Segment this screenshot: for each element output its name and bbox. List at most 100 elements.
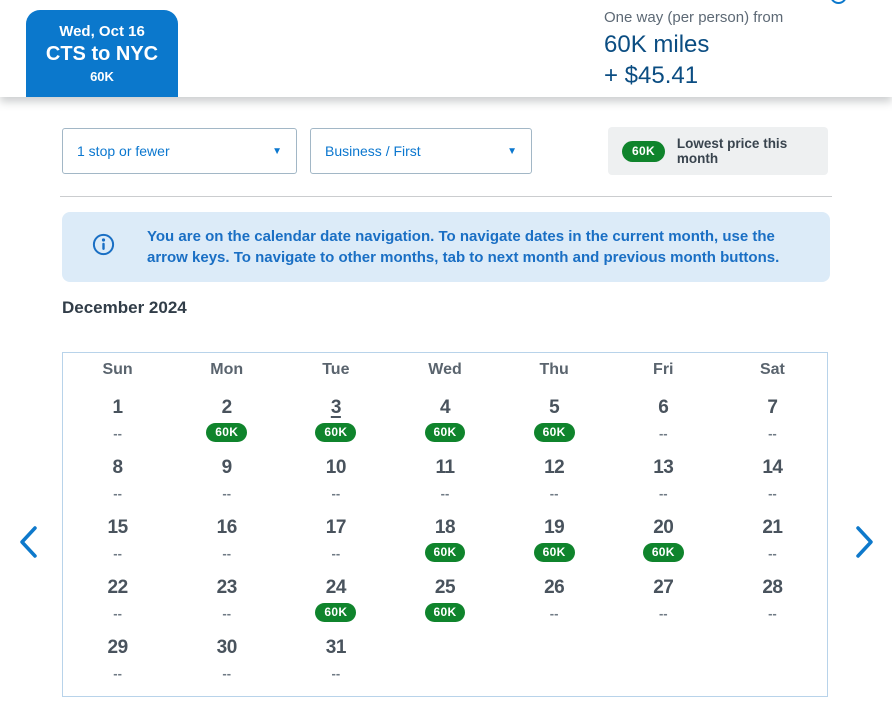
- previous-month-button[interactable]: [16, 524, 40, 563]
- calendar-day-cell[interactable]: 19 60K: [500, 515, 609, 575]
- calendar-day-cell[interactable]: 24 60K: [281, 575, 390, 635]
- calendar-day-cell[interactable]: 14 --: [718, 455, 827, 515]
- award-price-badge: 60K: [206, 423, 248, 442]
- day-number: 16: [216, 517, 238, 538]
- legend-label: Lowest price this month: [676, 136, 788, 166]
- day-number: 9: [221, 457, 233, 478]
- no-award-dash: --: [113, 546, 122, 561]
- calendar-day-cell[interactable]: 15 --: [63, 515, 172, 575]
- calendar-day-cell[interactable]: 7 --: [718, 395, 827, 455]
- day-number: 2: [221, 397, 233, 418]
- price-summary-fees: + $45.41: [604, 62, 699, 89]
- calendar-day-cell[interactable]: 25 60K: [390, 575, 499, 635]
- calendar-day-cell[interactable]: 28 --: [718, 575, 827, 635]
- calendar-day-cell[interactable]: 26 --: [500, 575, 609, 635]
- calendar-day-cell[interactable]: 9 --: [172, 455, 281, 515]
- no-award-dash: --: [658, 486, 668, 501]
- calendar-day-cell[interactable]: 5 60K: [500, 395, 609, 455]
- weekday-label: Fri: [653, 361, 674, 378]
- day-number: 13: [653, 457, 674, 478]
- legend: 60K Lowest price this month: [608, 127, 828, 175]
- day-number: 12: [544, 457, 565, 478]
- month-title: December 2024: [62, 298, 187, 317]
- weekday-label: Thu: [539, 361, 569, 378]
- price-summary-miles: 60K miles: [604, 31, 710, 58]
- day-number: 26: [544, 577, 565, 598]
- clipped-circle-icon: [830, 0, 847, 4]
- day-number: 30: [216, 637, 238, 658]
- calendar-day-cell[interactable]: 17 --: [281, 515, 390, 575]
- award-price-badge: 60K: [424, 423, 466, 442]
- day-number: 11: [435, 457, 455, 478]
- next-month-button[interactable]: [853, 524, 877, 563]
- stops-filter-dropdown[interactable]: 1 stop or fewer ▼: [62, 128, 297, 174]
- award-price-badge: 60K: [424, 603, 466, 622]
- chevron-left-icon: [20, 526, 37, 558]
- tab-price: 60K: [90, 69, 114, 84]
- lowest-price-badge: 60K: [622, 140, 665, 162]
- tab-date: Wed, Oct 16: [59, 23, 145, 40]
- chevron-down-icon: ▼: [507, 145, 517, 157]
- calendar-day-cell[interactable]: 2 60K: [172, 395, 281, 455]
- calendar-day-cell[interactable]: 21 --: [718, 515, 827, 575]
- calendar-day-cell[interactable]: 13 --: [609, 455, 718, 515]
- award-price-badge: 60K: [533, 543, 575, 562]
- calendar-day-cell[interactable]: 27 --: [609, 575, 718, 635]
- cabin-filter-value: Business / First: [325, 143, 421, 159]
- calendar-day-cell[interactable]: 30 --: [172, 635, 281, 695]
- day-number: 27: [653, 577, 674, 598]
- day-number: 29: [107, 637, 129, 658]
- day-number: 8: [112, 457, 124, 478]
- day-number: 25: [434, 577, 456, 598]
- day-number: 15: [107, 517, 129, 538]
- no-award-dash: --: [331, 546, 341, 561]
- day-number: 3: [330, 397, 342, 418]
- cabin-filter-dropdown[interactable]: Business / First ▼: [310, 128, 532, 174]
- banner-text: You are on the calendar date navigation.…: [147, 228, 780, 266]
- no-award-dash: --: [658, 426, 668, 441]
- day-number: 19: [544, 517, 565, 538]
- calendar-day-cell[interactable]: 12 --: [500, 455, 609, 515]
- day-number: 24: [325, 577, 347, 598]
- calendar-day-cell[interactable]: 6 --: [609, 395, 718, 455]
- no-award-dash: --: [658, 606, 668, 621]
- calendar: Sun Mon Tue Wed Thu Fri Sat 1 -- 2 60K 3…: [62, 352, 828, 697]
- award-price-badge: 60K: [424, 543, 466, 562]
- no-award-dash: --: [222, 666, 232, 681]
- calendar-day-cell[interactable]: 4 60K: [390, 395, 499, 455]
- calendar-day-cell[interactable]: 18 60K: [390, 515, 499, 575]
- chevron-down-icon: ▼: [272, 145, 282, 157]
- stops-filter-value: 1 stop or fewer: [77, 143, 170, 159]
- calendar-day-cell[interactable]: 29 --: [63, 635, 172, 695]
- calendar-day-cell[interactable]: 20 60K: [609, 515, 718, 575]
- info-icon: [92, 233, 115, 261]
- calendar-day-cell[interactable]: 8 --: [63, 455, 172, 515]
- day-number: 7: [767, 397, 778, 418]
- calendar-day-cell[interactable]: 16 --: [172, 515, 281, 575]
- calendar-day-cell[interactable]: 1 --: [63, 395, 172, 455]
- calendar-day-cell[interactable]: 11 --: [390, 455, 499, 515]
- award-price-badge: 60K: [642, 543, 684, 562]
- calendar-day-cell[interactable]: 22 --: [63, 575, 172, 635]
- price-summary: One way (per person) from 60K miles + $4…: [604, 9, 783, 90]
- no-award-dash: --: [113, 606, 122, 621]
- calendar-day-cell[interactable]: 31 --: [281, 635, 390, 695]
- day-number: 6: [658, 397, 669, 418]
- no-award-dash: --: [549, 486, 559, 501]
- no-award-dash: --: [222, 606, 232, 621]
- no-award-dash: --: [768, 546, 777, 561]
- no-award-dash: --: [222, 486, 232, 501]
- calendar-day-cell[interactable]: 3 60K: [281, 395, 390, 455]
- no-award-dash: --: [549, 606, 559, 621]
- no-award-dash: --: [113, 486, 122, 501]
- no-award-dash: --: [440, 486, 450, 501]
- calendar-day-cell[interactable]: 23 --: [172, 575, 281, 635]
- no-award-dash: --: [113, 666, 122, 681]
- day-number: 31: [325, 637, 347, 658]
- no-award-dash: --: [331, 486, 341, 501]
- selected-date-tab[interactable]: Wed, Oct 16 CTS to NYC 60K: [26, 10, 178, 97]
- calendar-day-cell[interactable]: 10 --: [281, 455, 390, 515]
- weekday-label: Sat: [759, 361, 785, 378]
- weekday-label: Sun: [102, 361, 133, 378]
- no-award-dash: --: [222, 546, 232, 561]
